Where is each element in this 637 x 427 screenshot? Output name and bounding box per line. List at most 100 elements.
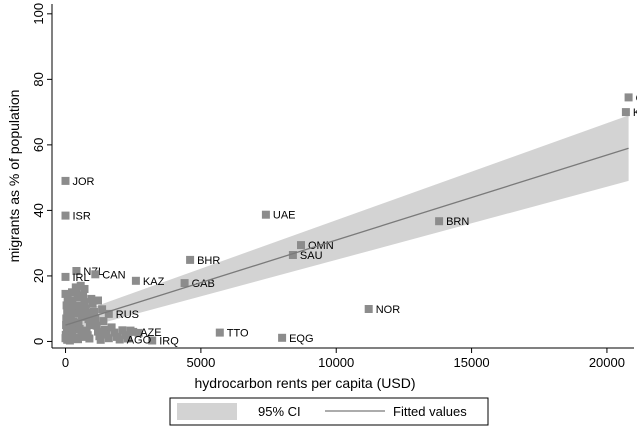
labeled-points: QATKWTBRNUAEOMNSAUJORISRBHRGABKAZNZLCANI… <box>61 92 637 348</box>
data-point-ago <box>115 335 124 344</box>
axes: 0 20 40 60 80 100 0 5000 10000 15000 20000 <box>31 3 634 370</box>
data-point-eqg <box>278 333 287 342</box>
y-tick-label: 100 <box>31 3 46 25</box>
data-point <box>83 308 92 317</box>
point-label-eqg: EQG <box>289 333 313 345</box>
legend: 95% CI Fitted values <box>169 397 489 426</box>
point-label-bhr: BHR <box>197 255 220 267</box>
data-point <box>80 285 89 293</box>
data-point <box>96 335 105 344</box>
ci-band-layer <box>65 115 629 333</box>
point-label-kwt: KWT <box>633 107 637 119</box>
legend-label-fit: Fitted values <box>393 404 467 419</box>
data-point <box>74 335 82 344</box>
data-point <box>92 321 101 330</box>
data-point <box>75 325 84 333</box>
data-point-irq <box>148 336 157 345</box>
data-point-uae <box>261 210 270 219</box>
fit-line <box>65 147 629 326</box>
data-point <box>94 327 102 336</box>
data-point <box>71 283 80 292</box>
data-point <box>68 296 77 305</box>
point-label-irl: IRL <box>73 272 90 284</box>
data-point <box>88 299 97 308</box>
x-axis-title: hydrocarbon rents per capita (USD) <box>195 375 416 391</box>
y-tick-label: 0 <box>31 338 46 345</box>
data-point-sau <box>288 251 297 259</box>
point-label-isr: ISR <box>73 211 91 223</box>
data-point-kaz <box>131 276 140 285</box>
data-point <box>73 293 82 302</box>
point-label-aze: AZE <box>140 327 161 339</box>
data-point-tto <box>215 328 224 337</box>
data-point <box>79 291 88 300</box>
data-point <box>77 312 86 321</box>
point-label-uae: UAE <box>273 210 296 222</box>
point-label-brn: BRN <box>446 216 469 228</box>
data-point-nzl <box>72 267 81 275</box>
data-point <box>75 301 84 310</box>
point-label-sau: SAU <box>300 250 323 262</box>
data-point <box>70 323 79 332</box>
data-point <box>107 323 116 332</box>
x-tick-label: 20000 <box>589 355 625 370</box>
ci-band <box>65 115 629 333</box>
data-point <box>61 289 70 298</box>
point-label-kaz: KAZ <box>143 276 165 288</box>
point-label-tto: TTO <box>227 328 249 340</box>
data-point <box>69 333 78 342</box>
data-point <box>74 318 83 327</box>
data-point <box>80 298 89 307</box>
data-point <box>68 288 76 297</box>
y-tick-label: 20 <box>31 269 46 283</box>
data-point <box>71 309 79 318</box>
y-axis-title: migrants as % of population <box>6 90 22 263</box>
point-label-can: CAN <box>102 269 125 281</box>
legend-swatch-ci <box>177 403 237 420</box>
data-point-qat <box>624 93 633 102</box>
point-label-jor: JOR <box>73 176 95 188</box>
data-point <box>78 332 87 341</box>
data-point-jor <box>61 176 70 185</box>
y-tick-label: 40 <box>31 203 46 217</box>
data-point <box>69 317 78 326</box>
data-point <box>110 328 119 337</box>
data-point <box>100 325 109 334</box>
data-point-irl <box>61 272 70 281</box>
data-point <box>66 311 75 320</box>
data-point <box>87 294 96 303</box>
fit-line-layer <box>65 147 629 326</box>
data-point-brn <box>435 217 444 226</box>
data-point <box>85 321 94 330</box>
x-tick-label: 0 <box>62 355 69 370</box>
data-point <box>94 296 102 305</box>
y-tick-label: 60 <box>31 138 46 152</box>
data-point-can <box>91 270 100 279</box>
x-tick-label: 10000 <box>318 355 354 370</box>
data-point <box>91 314 100 323</box>
data-point <box>104 334 113 343</box>
data-point <box>84 315 93 324</box>
data-point <box>82 326 91 335</box>
point-label-gab: GAB <box>192 278 215 290</box>
data-point-gab <box>180 279 189 288</box>
data-point <box>99 317 108 326</box>
point-label-irq: IRQ <box>159 336 179 348</box>
data-point-bhr <box>186 255 195 264</box>
data-point <box>69 303 78 311</box>
point-label-qat: QAT <box>636 92 637 104</box>
point-label-nor: NOR <box>376 304 401 316</box>
data-point-kwt <box>621 108 630 117</box>
data-point-aze <box>129 327 138 336</box>
data-point <box>98 305 107 314</box>
point-label-rus: RUS <box>116 309 139 321</box>
data-point <box>76 306 85 315</box>
x-tick-label: 5000 <box>186 355 215 370</box>
y-tick-label: 80 <box>31 72 46 86</box>
data-point-rus <box>104 309 113 318</box>
data-point <box>90 308 98 316</box>
data-point <box>85 334 94 343</box>
data-point <box>123 334 132 343</box>
x-tick-label: 15000 <box>454 355 490 370</box>
